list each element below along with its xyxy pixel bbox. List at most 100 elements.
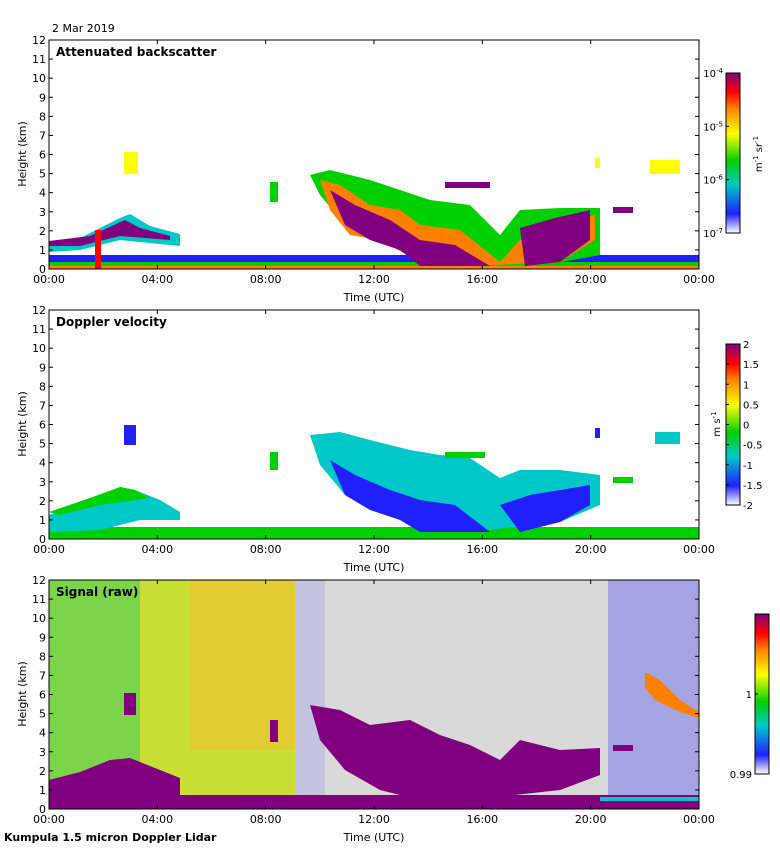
y-tick-label: 1: [39, 514, 46, 527]
colorbar-tick-label: 1: [746, 690, 752, 701]
y-tick-label: 1: [39, 784, 46, 797]
y-tick-label: 2: [39, 495, 46, 508]
colorbar-tick-label: 2: [743, 340, 749, 351]
y-tick-label: 10: [32, 342, 46, 355]
y-tick-label: 6: [39, 689, 46, 702]
cloud-patch: [270, 182, 278, 202]
x-tick-label: 00:00: [33, 543, 65, 556]
y-tick-label: 0: [39, 803, 46, 816]
y-tick-label: 8: [39, 110, 46, 123]
x-axis: 00:00 04:00 08:00 12:00 16:00 20:00 00:00: [33, 40, 715, 286]
y-tick-label: 11: [32, 53, 46, 66]
x-axis: 00:00 04:00 08:00 12:00 16:00 20:00 00:00: [33, 580, 715, 826]
colorbar-tick-label: 0.99: [730, 770, 752, 781]
x-axis: 00:00 04:00 08:00 12:00 16:00 20:00 00:00: [33, 310, 715, 556]
x-tick-label: 12:00: [358, 273, 390, 286]
y-tick-label: 0: [39, 533, 46, 546]
y-tick-label: 4: [39, 187, 46, 200]
y-tick-label: 11: [32, 593, 46, 606]
strong-signal-midday: [310, 705, 600, 800]
y-tick-label: 12: [32, 574, 46, 587]
cloud-patch: [613, 477, 633, 483]
y-tick-label: 3: [39, 476, 46, 489]
y-axis-label: Height (km): [16, 391, 29, 457]
strong-signal-patch: [613, 745, 633, 751]
y-tick-label: 10: [32, 72, 46, 85]
y-tick-label: 11: [32, 323, 46, 336]
colorbar-unit: m s-1: [710, 411, 723, 436]
y-tick-label: 2: [39, 225, 46, 238]
colorbar-tick-label: 10-4: [703, 67, 723, 80]
date-label: 2 Mar 2019: [52, 22, 115, 35]
cloud-patch: [124, 152, 138, 174]
colorbar-tick-label: -1.5: [743, 481, 763, 492]
colorbar-tick-label: 10-5: [703, 120, 723, 133]
surface-transition: [600, 797, 699, 801]
velocity-field: [49, 425, 699, 539]
x-tick-label: 16:00: [466, 273, 498, 286]
strong-signal-morning: [49, 758, 180, 805]
y-tick-label: 3: [39, 746, 46, 759]
x-tick-label: 08:00: [250, 273, 282, 286]
colorbar-tick-label: -2: [743, 501, 753, 512]
y-tick-label: 12: [32, 304, 46, 317]
cloud-patch: [613, 207, 633, 213]
colorbar-unit: m-1 sr-1: [752, 136, 765, 172]
colorbar-tick-label: 0: [743, 421, 749, 432]
colorbar: [725, 72, 741, 234]
colorbar-ticks: 0.99 1: [730, 690, 758, 781]
cloud-patch: [595, 428, 600, 438]
colorbar-tick-label: 10-6: [703, 174, 723, 187]
y-tick-label: 10: [32, 612, 46, 625]
noise-region-light: [295, 580, 325, 809]
x-tick-label: 20:00: [575, 273, 607, 286]
morning-cloud-core: [49, 220, 170, 246]
x-tick-label: 00:00: [683, 273, 715, 286]
cloud-patch: [655, 432, 680, 444]
x-axis-label: Time (UTC): [343, 831, 405, 844]
y-tick-label: 0: [39, 263, 46, 276]
y-tick-label: 8: [39, 650, 46, 663]
y-tick-label: 4: [39, 457, 46, 470]
midday-cloud-core: [330, 190, 490, 266]
upper-signal-feature: [645, 672, 699, 718]
x-tick-label: 20:00: [575, 543, 607, 556]
cloud-patch: [124, 425, 136, 445]
panel-title: Doppler velocity: [56, 315, 167, 329]
x-tick-label: 00:00: [33, 813, 65, 826]
x-tick-label: 12:00: [358, 813, 390, 826]
noisy-region-orange: [190, 580, 295, 750]
panel-title: Attenuated backscatter: [56, 45, 216, 59]
afternoon-cloud-core: [520, 210, 590, 266]
x-tick-label: 04:00: [141, 813, 173, 826]
colorbar-tick-label: -0.5: [743, 441, 763, 452]
y-tick-label: 4: [39, 727, 46, 740]
x-tick-label: 12:00: [358, 543, 390, 556]
y-tick-label: 3: [39, 206, 46, 219]
morning-plume: [95, 230, 101, 269]
x-tick-label: 04:00: [141, 543, 173, 556]
strong-signal-patch: [270, 720, 278, 742]
y-tick-label: 6: [39, 149, 46, 162]
y-tick-label: 12: [32, 34, 46, 47]
y-tick-label: 7: [39, 399, 46, 412]
colorbar-tick-label: 1.5: [743, 360, 759, 371]
cloud-patch: [650, 160, 680, 174]
x-tick-label: 16:00: [466, 813, 498, 826]
colorbar-tick-label: 1: [743, 380, 749, 391]
colorbar-tick-label: 0.5: [743, 400, 759, 411]
y-tick-label: 5: [39, 708, 46, 721]
y-tick-label: 8: [39, 380, 46, 393]
strong-signal-surface: [49, 795, 699, 809]
y-tick-label: 7: [39, 129, 46, 142]
colorbar-ticks: 10-7 10-6 10-5 10-4: [703, 67, 729, 240]
y-tick-label: 1: [39, 244, 46, 257]
strong-signal-patch: [124, 693, 136, 715]
cloud-patch: [445, 182, 490, 188]
x-tick-label: 04:00: [141, 273, 173, 286]
panel-title: Signal (raw): [56, 585, 138, 599]
